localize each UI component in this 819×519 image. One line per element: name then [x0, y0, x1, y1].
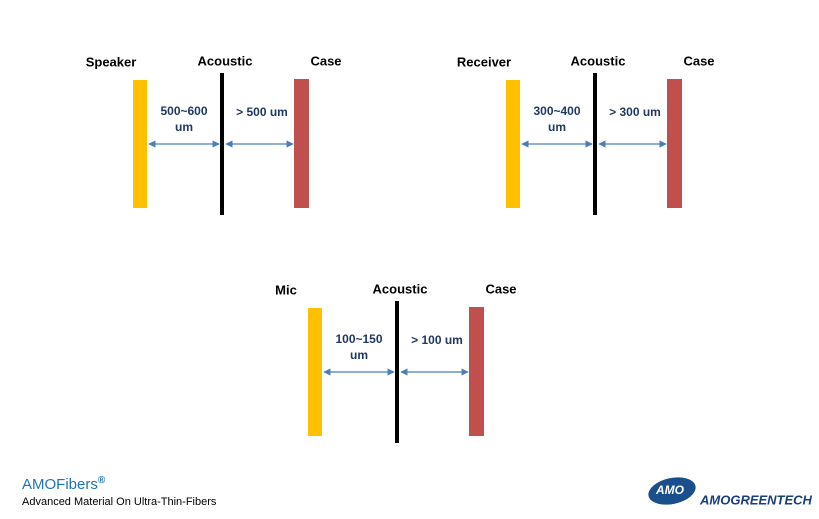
case-bar — [667, 79, 682, 208]
gap-label: 100~150 — [335, 332, 382, 346]
acoustic-label: Acoustic — [571, 53, 626, 68]
case-label: Case — [683, 53, 714, 68]
source-label: Speaker — [86, 54, 137, 69]
diagram: Speaker Acoustic Case 500~600 um > 500 um — [86, 53, 342, 215]
gap-label: > 300 um — [609, 105, 661, 119]
acoustic-line — [220, 73, 224, 215]
logo-badge: AMO — [655, 483, 685, 497]
brand: AMOFibers® — [22, 475, 106, 493]
source-bar — [308, 308, 322, 436]
acoustic-line — [395, 301, 399, 443]
gap-label: 500~600 — [160, 104, 207, 118]
brand-mark: ® — [98, 475, 106, 486]
diagram: Mic Acoustic Case 100~150 um > 100 um — [275, 281, 517, 443]
source-label: Mic — [275, 282, 297, 297]
gap-label: > 500 um — [236, 105, 288, 119]
gap-label: um — [175, 120, 193, 134]
brand-name: AMOFibers — [22, 476, 98, 493]
case-label: Case — [485, 281, 516, 296]
diagrams: Speaker Acoustic Case 500~600 um > 500 um Rece… — [86, 53, 715, 443]
source-label: Receiver — [457, 54, 511, 69]
case-label: Case — [310, 53, 341, 68]
source-bar — [133, 80, 147, 208]
case-bar — [294, 79, 309, 208]
gap-label: um — [350, 348, 368, 362]
logo-badge-shape — [648, 477, 696, 505]
gap-label: 300~400 — [533, 104, 580, 118]
case-bar — [469, 307, 484, 436]
source-bar — [506, 80, 520, 208]
tagline: Advanced Material On Ultra-Thin-Fibers — [22, 496, 217, 508]
acoustic-label: Acoustic — [198, 53, 253, 68]
acoustic-label: Acoustic — [373, 281, 428, 296]
acoustic-line — [593, 73, 597, 215]
logo-name: AMOGREENTECH — [699, 492, 813, 507]
diagram: Receiver Acoustic Case 300~400 um > 300 um — [457, 53, 715, 215]
gap-label: > 100 um — [411, 333, 463, 347]
gap-label: um — [548, 120, 566, 134]
